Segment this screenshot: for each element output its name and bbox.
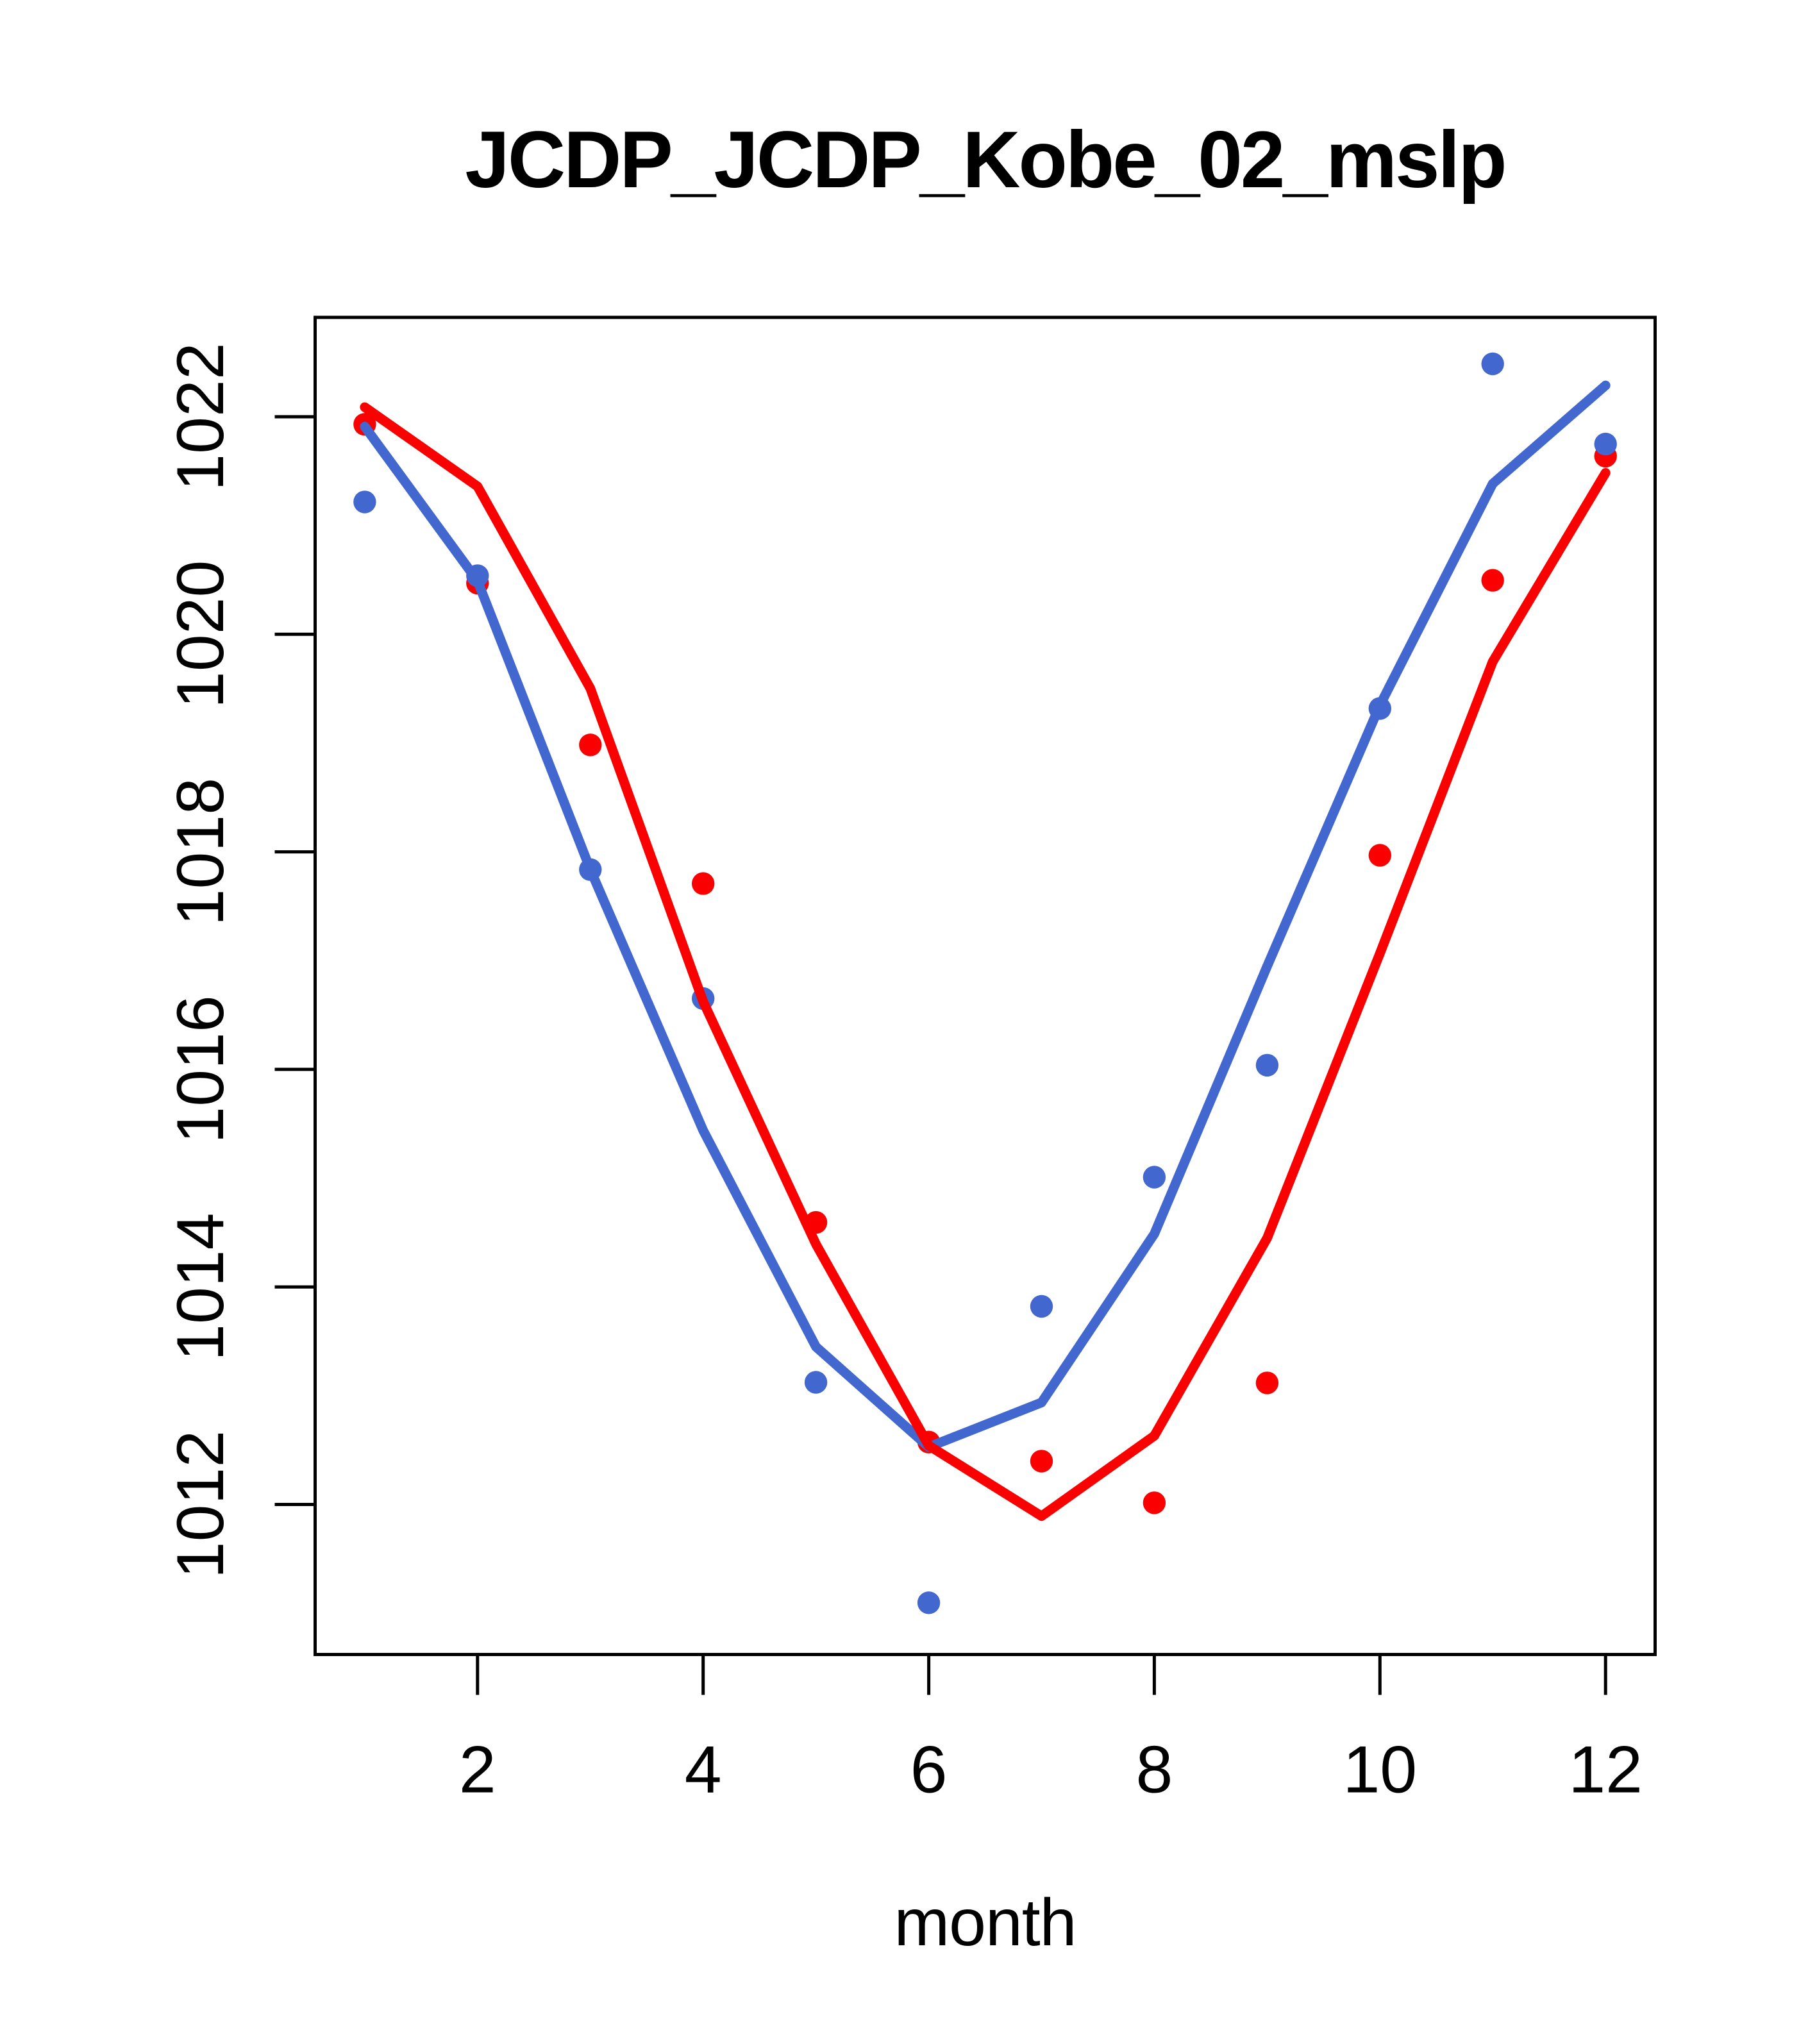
svg-text:1014: 1014	[163, 1213, 238, 1361]
svg-text:JCDP_JCDP_Kobe_02_mslp: JCDP_JCDP_Kobe_02_mslp	[465, 115, 1505, 205]
svg-text:2: 2	[459, 1733, 496, 1807]
svg-text:1016: 1016	[163, 995, 238, 1143]
svg-text:6: 6	[910, 1733, 948, 1807]
svg-text:4: 4	[685, 1733, 722, 1807]
svg-text:1022: 1022	[163, 342, 238, 490]
svg-text:8: 8	[1135, 1733, 1173, 1807]
svg-text:1018: 1018	[163, 778, 238, 926]
svg-text:12: 12	[1568, 1733, 1643, 1807]
svg-text:month: month	[894, 1886, 1076, 1960]
svg-text:1012: 1012	[163, 1430, 238, 1579]
svg-text:1020: 1020	[163, 560, 238, 708]
svg-text:10: 10	[1343, 1733, 1417, 1807]
